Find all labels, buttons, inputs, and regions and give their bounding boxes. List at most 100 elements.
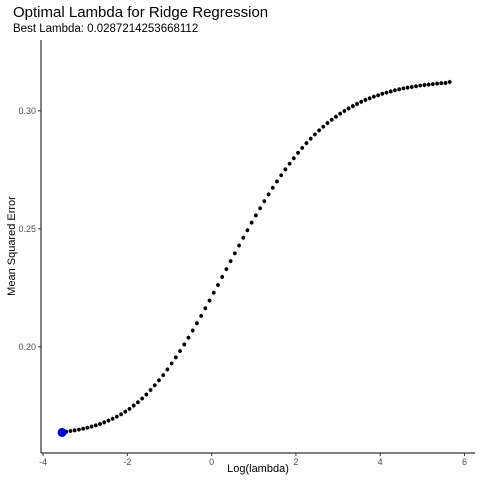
data-point	[232, 251, 237, 256]
data-point	[173, 355, 178, 360]
data-point	[405, 85, 410, 90]
data-point	[435, 81, 439, 86]
y-tick-label: 0.25	[18, 224, 36, 234]
data-point	[367, 96, 372, 101]
data-point	[359, 99, 364, 104]
data-point	[140, 396, 145, 401]
data-point	[148, 388, 153, 392]
data-point	[211, 290, 216, 295]
data-point	[119, 412, 123, 417]
data-point	[77, 427, 81, 432]
y-axis-title: Mean Squared Error	[6, 196, 18, 296]
data-point	[380, 91, 385, 96]
data-point	[262, 199, 267, 204]
data-point	[447, 80, 452, 84]
data-point	[283, 167, 288, 172]
data-point	[338, 111, 343, 116]
y-tick-label: 0.20	[18, 342, 36, 352]
data-point	[190, 328, 195, 333]
data-point	[237, 243, 241, 248]
data-point	[203, 306, 208, 311]
data-point	[186, 335, 191, 340]
data-point	[325, 121, 330, 125]
data-point	[199, 313, 204, 318]
data-point	[430, 82, 435, 87]
x-tick-label: 0	[209, 457, 214, 467]
data-point	[131, 403, 136, 408]
data-point	[426, 82, 431, 87]
data-point	[106, 418, 111, 423]
data-point	[418, 83, 423, 88]
data-point	[253, 213, 258, 218]
data-point	[300, 145, 305, 150]
y-tick-label: 0.30	[18, 106, 36, 116]
data-point	[266, 192, 271, 197]
data-point	[329, 117, 334, 122]
data-point	[85, 425, 90, 430]
data-point	[401, 86, 406, 91]
data-point	[68, 429, 73, 433]
data-point	[152, 383, 157, 388]
x-tick-label: 2	[293, 457, 298, 467]
data-point	[249, 220, 254, 225]
data-point	[393, 88, 397, 93]
data-point	[228, 259, 233, 264]
data-point	[422, 83, 427, 87]
data-point	[72, 428, 77, 433]
best-lambda-point	[57, 427, 67, 437]
data-point	[157, 378, 161, 383]
data-point	[216, 283, 220, 287]
data-point	[388, 89, 393, 94]
data-point	[304, 141, 309, 146]
data-point	[371, 94, 376, 99]
data-point	[127, 406, 132, 411]
data-point	[346, 106, 351, 111]
data-point	[334, 114, 338, 119]
x-axis-title: Log(lambda)	[227, 463, 289, 475]
data-point	[93, 423, 98, 428]
data-point	[409, 85, 414, 89]
data-point	[245, 228, 250, 233]
data-point	[384, 90, 389, 95]
data-point	[414, 84, 418, 89]
data-point	[342, 109, 347, 113]
data-point	[350, 104, 355, 108]
data-point	[308, 136, 313, 141]
data-point	[178, 349, 182, 353]
x-tick-label: 6	[462, 457, 467, 467]
data-point	[321, 124, 326, 129]
data-point	[220, 275, 225, 279]
data-point	[207, 298, 212, 303]
data-point	[169, 361, 174, 366]
data-point	[182, 342, 187, 347]
data-point	[363, 98, 368, 102]
data-point	[296, 150, 300, 155]
data-points	[60, 79, 452, 435]
chart-subtitle: Best Lambda: 0.0287214253668112	[13, 23, 199, 35]
data-point	[81, 426, 86, 431]
best-lambda-marker	[57, 427, 67, 437]
data-point	[312, 132, 317, 137]
x-tick-label: -4	[39, 457, 47, 467]
chart-title: Optimal Lambda for Ridge Regression	[13, 4, 269, 21]
data-point	[136, 400, 140, 405]
data-point	[270, 185, 275, 190]
data-point	[224, 267, 229, 272]
data-point	[279, 173, 284, 178]
data-point	[89, 424, 94, 429]
data-point	[397, 87, 402, 92]
data-point	[123, 409, 128, 414]
data-point	[165, 367, 170, 372]
x-ticks: -4 -2 0 2 4 6	[39, 453, 467, 467]
data-point	[317, 128, 321, 133]
data-point	[291, 156, 296, 161]
data-point	[376, 93, 380, 98]
data-point	[275, 179, 279, 184]
data-point	[144, 392, 149, 397]
data-point	[110, 416, 115, 421]
x-tick-label: -2	[123, 457, 131, 467]
data-point	[439, 81, 444, 86]
data-point	[258, 206, 263, 211]
data-point	[102, 420, 107, 425]
